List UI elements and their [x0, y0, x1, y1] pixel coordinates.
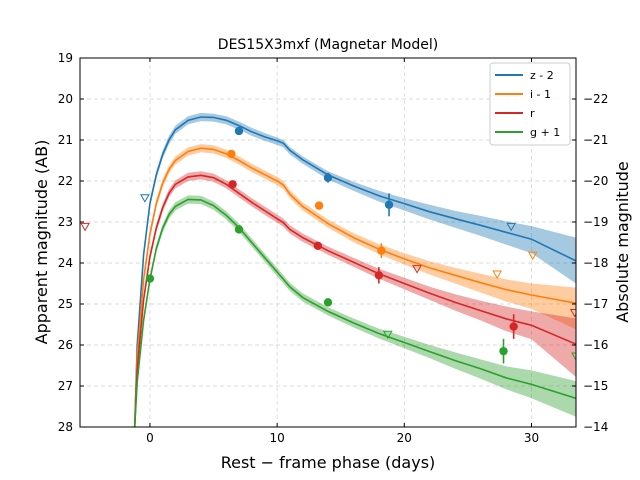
- y-tick-label-left: 24: [58, 256, 73, 270]
- y-tick-label-left: 28: [58, 420, 73, 434]
- detection-point-i: [314, 201, 324, 210]
- legend-label-g: g + 1: [530, 126, 560, 139]
- axes: 0 10 20 30 19 20 21 22 23 24 25 26 27 28 −14 −15 −16 −17 −…: [58, 51, 609, 445]
- y-tick-label-right: −14: [583, 420, 608, 434]
- y-tick-label-left: 20: [58, 92, 73, 106]
- model-line-g: [133, 198, 576, 427]
- detection-point-r: [313, 241, 323, 250]
- y-tick-label-right: −22: [583, 92, 608, 106]
- upper-limit-r: [80, 222, 90, 232]
- detection-point-g: [323, 298, 333, 307]
- model-line-z: [133, 116, 576, 427]
- y-tick-label-right: −17: [583, 297, 608, 311]
- y-tick-label-right: −15: [583, 379, 608, 393]
- y-tick-label-left: 22: [58, 174, 73, 188]
- legend-label-z: z - 2: [530, 69, 554, 82]
- upper-limit-g: [571, 352, 576, 361]
- model-curves: [133, 116, 576, 427]
- detection-point-g: [234, 225, 244, 234]
- x-axis-label: Rest − frame phase (days): [221, 453, 436, 472]
- legend: z - 2 i - 1 r g + 1: [489, 62, 571, 146]
- upper-limit-i: [527, 251, 538, 261]
- plot-frame: [79, 57, 577, 428]
- y-tick-label-left: 19: [58, 51, 73, 65]
- upper-limit-r: [412, 265, 422, 274]
- x-tick-label: 10: [269, 431, 284, 445]
- detection-point-r: [228, 180, 237, 189]
- data-points: [80, 126, 576, 364]
- x-tick-label: 30: [524, 431, 539, 445]
- upper-limit-r: [569, 309, 576, 318]
- y-tick-label-left: 23: [58, 215, 73, 229]
- detection-point-g: [499, 346, 508, 356]
- upper-limit-g: [382, 330, 393, 340]
- detection-point-z: [323, 173, 333, 182]
- detection-point-i: [377, 246, 386, 255]
- detection-point-r: [509, 322, 518, 331]
- y-tick-label-right: −16: [583, 338, 608, 352]
- detection-point-g: [145, 274, 155, 283]
- band-i: [134, 144, 576, 427]
- legend-box: [489, 62, 571, 146]
- y-axis-label-right: Absolute magnitude: [613, 161, 632, 323]
- y-tick-label-right: −18: [583, 256, 608, 270]
- band-g: [134, 195, 576, 427]
- legend-label-i: i - 1: [530, 88, 551, 101]
- y-axis-label-left: Apparent magnitude (AB): [32, 140, 51, 345]
- y-tick-label-right: −21: [583, 133, 608, 147]
- detection-point-z: [384, 200, 394, 209]
- detection-point-z: [234, 126, 244, 136]
- y-tick-label-right: −20: [583, 174, 608, 188]
- chart-title: DES15X3mxf (Magnetar Model): [218, 37, 438, 53]
- y-tick-label-left: 27: [58, 379, 73, 393]
- y-tick-label-left: 26: [58, 338, 73, 352]
- uncertainty-bands: [134, 112, 576, 427]
- legend-label-r: r: [530, 107, 535, 120]
- upper-limit-i: [492, 270, 503, 279]
- y-tick-label-left: 21: [58, 133, 73, 147]
- model-line-r: [133, 174, 576, 427]
- detection-point-i: [227, 149, 236, 159]
- detection-point-r: [374, 271, 384, 280]
- y-tick-label-left: 25: [58, 297, 73, 311]
- x-tick-label: 20: [397, 431, 412, 445]
- y-tick-label-right: −19: [583, 215, 608, 229]
- x-tick-label: 0: [146, 431, 154, 445]
- model-line-i: [133, 147, 576, 427]
- upper-limit-z: [140, 194, 150, 203]
- upper-limit-z: [506, 222, 516, 232]
